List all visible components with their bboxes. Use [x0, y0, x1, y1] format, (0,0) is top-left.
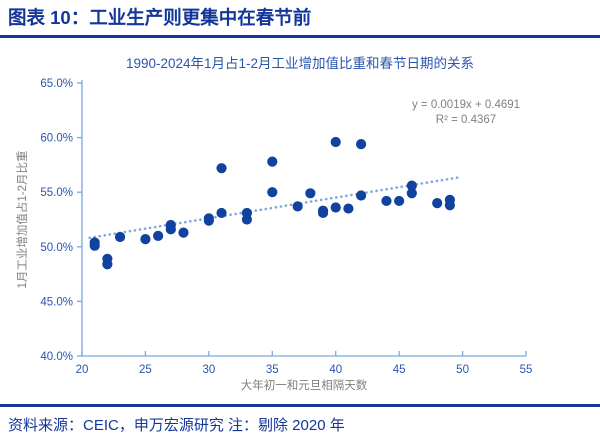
scatter-point [203, 215, 214, 226]
scatter-point [330, 136, 341, 148]
y-tick-label: 55.0% [40, 187, 73, 199]
scatter-point [165, 224, 176, 235]
scatter-point [178, 227, 189, 238]
scatter-point [140, 234, 151, 245]
page-title: 图表 10：工业生产则更集中在春节前 [8, 7, 312, 28]
scatter-point [292, 201, 303, 212]
scatter-point [432, 198, 443, 209]
scatter-point [89, 240, 100, 251]
scatter-point [394, 195, 405, 207]
scatter-point [305, 188, 316, 199]
scatter-point [216, 207, 227, 219]
scatter-point [267, 187, 278, 198]
trendline-equation: y = 0.0019x + 0.4691 [412, 99, 520, 111]
r-squared-label: R² = 0.4367 [436, 114, 496, 126]
scatter-point [343, 203, 354, 214]
scatter-point [153, 230, 164, 241]
figure-header: 图表 10：工业生产则更集中在春节前 [0, 0, 600, 42]
x-axis: 20 25 30 35 40 45 50 55 [76, 351, 533, 376]
scatter-point [355, 139, 367, 150]
y-axis: 40.0% 45.0% 50.0% 55.0% 60.0% 65.0% [40, 78, 83, 363]
scatter-point [216, 163, 227, 174]
y-axis-title: 1月工业增加值占1-2月比重 [15, 150, 29, 288]
x-tick-label: 35 [266, 364, 279, 376]
y-tick-label: 45.0% [40, 296, 73, 308]
x-tick-label: 50 [456, 364, 469, 376]
footer-divider [0, 404, 600, 407]
regression-annotation: y = 0.0019x + 0.4691 R² = 0.4367 [412, 99, 520, 126]
scatter-point [102, 259, 113, 270]
chart-title: 1990-2024年1月占1-2月工业增加值比重和春节日期的关系 [125, 56, 475, 71]
y-tick-label: 60.0% [40, 133, 73, 145]
trendline [88, 175, 462, 240]
scatter-point [444, 200, 455, 211]
x-tick-label: 45 [393, 364, 406, 376]
scatter-point [406, 180, 417, 191]
data-points [89, 136, 455, 270]
scatter-point [381, 195, 392, 207]
x-tick-label: 25 [139, 364, 152, 376]
x-tick-label: 55 [520, 364, 533, 376]
y-tick-label: 50.0% [40, 242, 73, 254]
x-axis-title: 大年初一和元旦相隔天数 [241, 378, 368, 392]
x-tick-label: 40 [329, 364, 342, 376]
y-tick-label: 40.0% [40, 351, 73, 363]
scatter-plot: 40.0% 45.0% 50.0% 55.0% 60.0% 65.0% 20 25 30 35 4… [15, 78, 533, 392]
scatter-point [267, 156, 278, 167]
scatter-point [330, 202, 341, 213]
scatter-point [241, 214, 253, 225]
scatter-point [355, 190, 367, 201]
scatter-point [114, 231, 126, 243]
y-tick-label: 65.0% [40, 78, 73, 90]
x-tick-label: 20 [76, 364, 89, 376]
axis-titles: 大年初一和元旦相隔天数 1月工业增加值占1-2月比重 [15, 150, 368, 392]
x-tick-label: 30 [202, 364, 215, 376]
scatter-point [406, 188, 417, 199]
header-divider [0, 35, 600, 38]
scatter-point [317, 207, 329, 219]
chart-container: 1990-2024年1月占1-2月工业增加值比重和春节日期的关系 40.0% 45… [0, 42, 600, 404]
source-note: 资料来源：CEIC，申万宏源研究 注：剔除 2020 年 [8, 417, 345, 434]
